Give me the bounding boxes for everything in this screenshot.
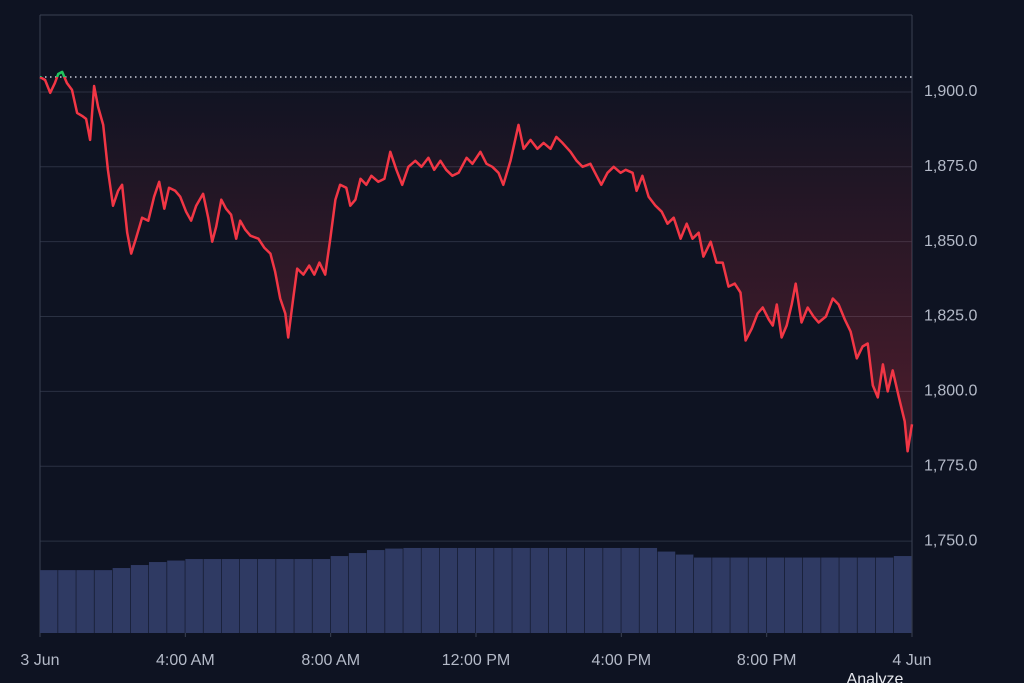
volume-bar <box>766 557 785 633</box>
x-tick-label: 8:00 PM <box>737 652 797 669</box>
volume-bar <box>603 547 621 633</box>
volume-bar <box>421 547 440 633</box>
price-line <box>39 70 914 453</box>
y-tick-label: 1,850.0 <box>924 233 977 250</box>
volume-bar <box>585 547 603 633</box>
x-tick-label: 4:00 AM <box>156 652 215 669</box>
volume-bar <box>330 556 349 633</box>
volume-bar <box>494 547 512 633</box>
volume-bar <box>621 547 639 633</box>
volume-bar <box>94 570 113 633</box>
volume-bar <box>239 559 258 633</box>
x-tick-label: 4:00 PM <box>592 652 652 669</box>
y-tick-label: 1,825.0 <box>924 308 977 325</box>
volume-bar <box>348 553 367 633</box>
volume-bar <box>276 559 294 633</box>
volume-bar <box>258 559 276 633</box>
y-tick-label: 1,875.0 <box>924 158 977 175</box>
volume-bar <box>857 557 876 633</box>
volume-bar <box>548 547 567 633</box>
volume-bar <box>167 560 185 633</box>
volume-bar <box>803 557 821 633</box>
volume-bar <box>294 559 312 633</box>
volume-bar <box>385 548 403 633</box>
volume-bar <box>784 557 803 633</box>
volume-bar <box>821 557 839 633</box>
y-tick-label: 1,775.0 <box>924 457 977 474</box>
analyze-button[interactable]: Analyze <box>847 671 904 683</box>
volume-bar <box>712 557 730 633</box>
volume-bar <box>512 547 530 633</box>
volume-bar <box>457 547 476 633</box>
volume-bar <box>439 547 458 633</box>
volume-bar <box>112 568 131 633</box>
volume-bar <box>675 554 694 633</box>
y-tick-label: 1,900.0 <box>924 83 977 100</box>
x-tick-label: 4 Jun <box>892 652 931 669</box>
volume-bar <box>185 559 203 633</box>
volume-bar <box>58 570 76 633</box>
x-tick-label: 12:00 PM <box>442 652 510 669</box>
volume-bar <box>221 559 240 633</box>
volume-bar <box>839 557 857 633</box>
volume-bar <box>657 551 676 633</box>
volume-bar <box>403 547 421 633</box>
volume-bar <box>130 565 149 633</box>
volume-bar <box>530 547 549 633</box>
volume-bar <box>694 557 712 633</box>
volume-bar <box>730 557 748 633</box>
volume-bar <box>367 550 385 633</box>
volume-bar <box>76 570 94 633</box>
volume-bar <box>476 547 494 633</box>
volume-bar <box>875 557 894 633</box>
x-tick-label: 3 Jun <box>20 652 59 669</box>
y-tick-label: 1,800.0 <box>924 383 977 400</box>
volume-bar <box>203 559 222 633</box>
volume-bar <box>748 557 767 633</box>
volume-bar <box>566 547 585 633</box>
volume-bar <box>893 556 912 633</box>
volume-bar <box>312 559 331 633</box>
y-tick-label: 1,750.0 <box>924 532 977 549</box>
volume-bar <box>40 570 58 633</box>
x-tick-label: 8:00 AM <box>301 652 360 669</box>
volume-bar <box>639 547 658 633</box>
volume-bar <box>149 562 167 633</box>
area <box>40 71 912 452</box>
